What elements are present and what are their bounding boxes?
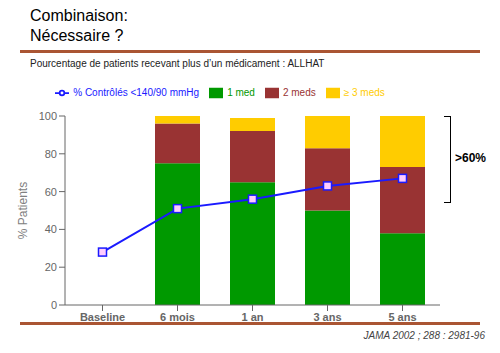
html-text:Pourcentage de patients receva: Pourcentage de patients recevant plus d’…	[30, 58, 325, 69]
svg-text:3 ans: 3 ans	[313, 311, 341, 323]
svg-text:60: 60	[45, 186, 57, 198]
html-text:JAMA 2002 ; 288 : 2981-96: JAMA 2002 ; 288 : 2981-96	[363, 330, 485, 341]
svg-text:20: 20	[45, 261, 57, 273]
html-text:2 meds: 2 meds	[282, 86, 316, 98]
svg-text:1 an: 1 an	[241, 311, 263, 323]
svg-text:6 mois: 6 mois	[160, 311, 195, 323]
html-text:1 med: 1 med	[227, 86, 255, 98]
svg-text:0: 0	[51, 299, 57, 311]
svg-text:40: 40	[45, 223, 57, 235]
html-text:>60%: >60%	[455, 150, 486, 165]
html-text:≥ 3 meds: ≥ 3 meds	[343, 86, 385, 98]
html-text:% Contrôlés <140/90 mmHg: % Contrôlés <140/90 mmHg	[73, 86, 200, 98]
html-text:Nécessaire ?: Nécessaire ?	[30, 27, 124, 44]
svg-text:Baseline: Baseline	[80, 311, 125, 323]
svg-text:% Patients: % Patients	[16, 182, 30, 239]
svg-text:100: 100	[39, 110, 57, 122]
svg-text:5 ans: 5 ans	[388, 311, 416, 323]
svg-text:80: 80	[45, 148, 57, 160]
html-text:Combinaison:: Combinaison:	[30, 7, 128, 24]
